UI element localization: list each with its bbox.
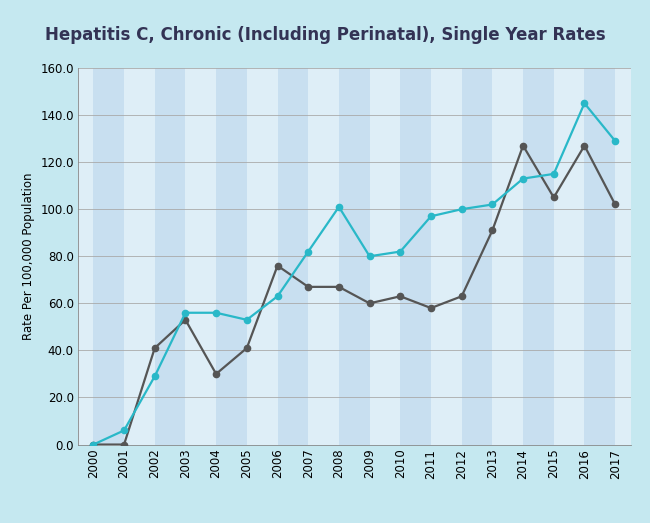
Flagler [489,227,497,233]
Florida [274,293,281,299]
Flagler [274,263,281,269]
Florida [120,427,128,434]
Flagler [611,201,619,208]
Florida [458,206,465,212]
Bar [94,68,124,445]
Line: Florida: Florida [90,100,618,448]
Flagler [580,143,588,149]
Florida [427,213,435,220]
Florida [580,100,588,107]
Flagler [366,300,374,306]
Florida [181,310,189,316]
Bar [584,68,615,445]
Florida [304,248,312,255]
Line: Flagler: Flagler [90,143,618,448]
Bar [400,68,431,445]
Florida [243,317,251,323]
Florida [611,138,619,144]
Flagler [120,441,128,448]
Flagler [427,305,435,311]
Florida [519,176,527,182]
Bar [216,68,247,445]
Florida [550,171,558,177]
Florida [366,253,374,259]
Flagler [212,371,220,377]
Bar [462,68,492,445]
Florida [212,310,220,316]
Flagler [90,441,97,448]
Bar [155,68,185,445]
Bar [523,68,554,445]
Flagler [151,345,159,351]
Flagler [304,283,312,290]
Flagler [243,345,251,351]
Text: Hepatitis C, Chronic (Including Perinatal), Single Year Rates: Hepatitis C, Chronic (Including Perinata… [45,26,605,44]
Florida [151,373,159,380]
Florida [90,441,97,448]
Bar [278,68,308,445]
Flagler [181,317,189,323]
Bar [339,68,370,445]
Flagler [519,143,527,149]
Flagler [550,195,558,201]
Florida [489,201,497,208]
Florida [335,203,343,210]
Y-axis label: Rate Per 100,000 Population: Rate Per 100,000 Population [22,173,35,340]
Flagler [458,293,465,299]
Flagler [396,293,404,299]
Flagler [335,283,343,290]
Florida [396,248,404,255]
